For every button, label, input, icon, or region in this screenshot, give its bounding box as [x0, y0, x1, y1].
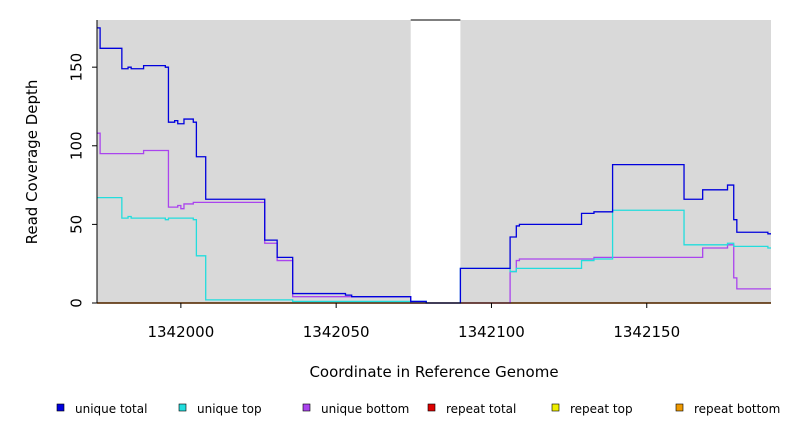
series-line-unique-total: [97, 27, 771, 304]
shaded-region-1: [97, 20, 411, 303]
legend: unique total unique top unique bottom repea…: [56, 402, 780, 416]
legend-label-repeat-total: repeat total: [446, 402, 516, 416]
x-tick-label-1342000: 1342000: [147, 323, 214, 341]
legend-label-unique-top: unique top: [197, 402, 262, 416]
x-tick-label-1342150: 1342150: [613, 323, 680, 341]
x-tick-label-1342100: 1342100: [458, 323, 525, 341]
legend-swatch-unique-total: [56, 403, 65, 412]
y-tick-label-0: 0: [68, 298, 86, 308]
legend-item-repeat-total: repeat total: [427, 402, 516, 416]
shaded-region-2: [460, 20, 771, 303]
legend-label-unique-bottom: unique bottom: [321, 402, 409, 416]
axes-layer: 0 50 100 150 1342000 1342050 1342100 1342150: [68, 20, 771, 341]
legend-swatch-repeat-total: [427, 403, 436, 412]
y-axis-title: Read Coverage Depth: [23, 80, 41, 245]
y-tick-label-50: 50: [68, 215, 86, 234]
plot-background: [97, 19, 771, 303]
legend-swatch-repeat-bottom: [675, 403, 684, 412]
legend-item-unique-total: unique total: [56, 402, 147, 416]
legend-label-unique-total: unique total: [75, 402, 147, 416]
y-tick-label-150: 150: [68, 53, 86, 82]
y-tick-label-100: 100: [68, 131, 86, 160]
legend-swatch-unique-top: [178, 403, 187, 412]
legend-swatch-repeat-top: [551, 403, 560, 412]
legend-item-repeat-top: repeat top: [551, 402, 633, 416]
legend-item-unique-top: unique top: [178, 402, 262, 416]
legend-label-repeat-bottom: repeat bottom: [694, 402, 780, 416]
legend-swatch-unique-bottom: [302, 403, 311, 412]
x-tick-label-1342050: 1342050: [303, 323, 370, 341]
x-axis-title: Coordinate in Reference Genome: [309, 363, 558, 381]
legend-item-repeat-bottom: repeat bottom: [675, 402, 780, 416]
legend-label-repeat-top: repeat top: [570, 402, 633, 416]
legend-item-unique-bottom: unique bottom: [302, 402, 409, 416]
